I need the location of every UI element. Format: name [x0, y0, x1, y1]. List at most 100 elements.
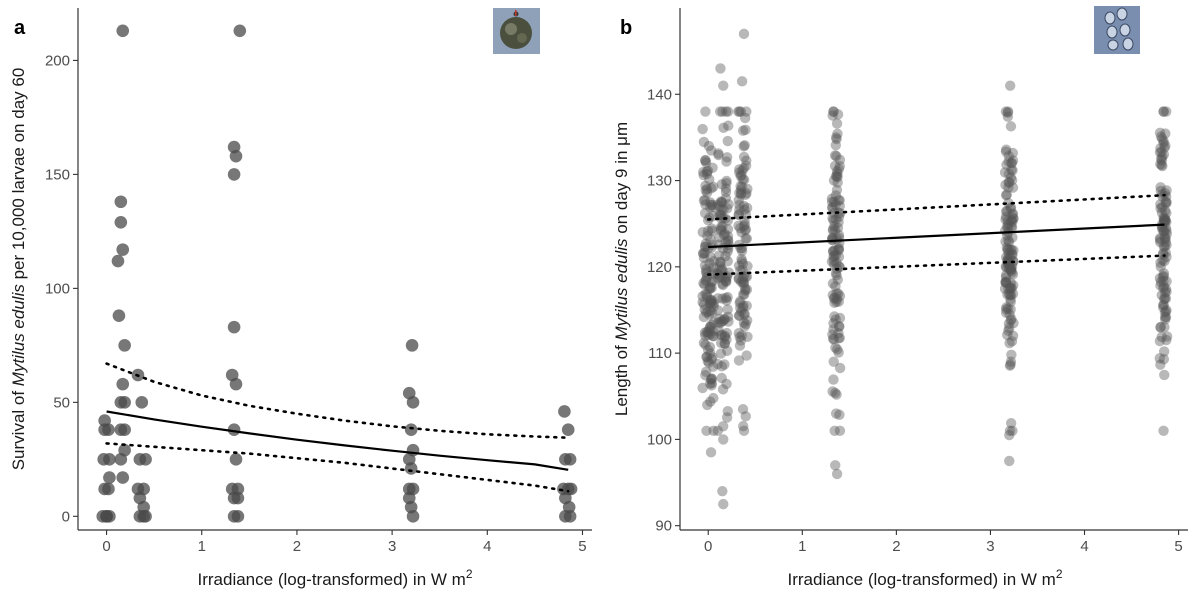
data-point: [1001, 262, 1012, 273]
x-tick-label: 2: [892, 538, 900, 555]
data-point: [1159, 241, 1170, 252]
data-point: [738, 276, 749, 287]
data-point: [1003, 156, 1014, 167]
data-point: [118, 423, 131, 437]
data-point: [740, 318, 751, 330]
data-point: [701, 268, 712, 279]
data-point: [1161, 185, 1172, 196]
data-point: [1004, 455, 1015, 467]
data-point: [712, 425, 723, 436]
data-point: [1158, 241, 1170, 252]
data-point: [828, 106, 839, 117]
data-point: [738, 425, 750, 436]
data-point: [1160, 128, 1171, 139]
data-point: [722, 234, 734, 246]
data-point: [700, 370, 711, 381]
data-point: [1156, 289, 1167, 301]
x-tick-label: 0: [704, 538, 712, 555]
data-point: [739, 321, 750, 332]
data-point: [739, 140, 750, 151]
data-point: [1005, 264, 1017, 276]
data-point: [1006, 267, 1018, 278]
data-point: [706, 199, 717, 211]
data-point: [827, 110, 838, 121]
data-point: [714, 317, 726, 329]
data-point: [1005, 289, 1017, 301]
data-point: [1005, 315, 1016, 326]
data-point: [1007, 249, 1018, 261]
data-point: [734, 297, 745, 309]
data-point: [701, 351, 712, 363]
data-point: [1001, 206, 1013, 217]
data-point: [698, 136, 710, 148]
data-point: [1156, 155, 1168, 166]
y-axis-title-species: Mytilus edulis: [612, 238, 631, 341]
data-point: [1155, 153, 1167, 165]
data-point: [723, 267, 735, 278]
data-point: [231, 510, 245, 523]
data-point: [705, 321, 716, 333]
data-point: [723, 316, 734, 327]
data-point: [737, 125, 749, 136]
data-point: [717, 384, 729, 395]
data-point: [706, 294, 717, 305]
data-point: [697, 382, 708, 394]
data-point: [716, 196, 728, 208]
data-point: [701, 264, 712, 275]
data-point: [1005, 277, 1017, 289]
data-point: [830, 132, 842, 143]
data-point: [706, 276, 717, 288]
data-point: [718, 204, 729, 215]
data-point: [112, 309, 126, 323]
data-point: [698, 195, 710, 206]
data-point: [699, 155, 711, 166]
data-point: [704, 341, 716, 353]
data-point: [698, 299, 710, 310]
data-point: [831, 150, 842, 162]
data-point: [720, 183, 732, 194]
data-point: [1157, 224, 1168, 236]
data-point: [404, 462, 418, 475]
data-point: [1000, 269, 1012, 281]
data-point: [719, 331, 731, 343]
x-tick-label: 5: [578, 538, 586, 555]
data-point: [702, 344, 714, 356]
data-point: [1158, 106, 1169, 117]
data-point: [701, 168, 713, 180]
data-point: [1000, 206, 1012, 217]
data-point: [700, 339, 711, 350]
data-point: [139, 453, 152, 466]
data-point: [1002, 253, 1014, 264]
data-point: [722, 304, 733, 315]
data-point: [740, 283, 751, 294]
data-point: [1159, 293, 1171, 304]
data-point: [707, 201, 719, 213]
data-point: [831, 184, 843, 196]
data-point: [715, 213, 727, 224]
data-point: [1003, 150, 1015, 162]
data-point: [114, 215, 128, 229]
data-point: [1006, 174, 1018, 186]
data-point: [741, 202, 753, 214]
data-point: [739, 204, 750, 215]
data-point: [741, 300, 752, 311]
data-point: [734, 167, 745, 178]
data-point: [734, 340, 746, 351]
y-tick-label: 150: [45, 166, 70, 183]
data-point: [1007, 208, 1019, 219]
data-point: [717, 485, 728, 497]
data-point: [1006, 261, 1018, 272]
data-point: [827, 212, 838, 224]
data-point: [1007, 155, 1019, 166]
data-point: [1158, 354, 1170, 365]
data-point: [1161, 276, 1172, 287]
data-point: [714, 232, 725, 243]
data-point: [708, 268, 719, 279]
data-point: [706, 353, 717, 365]
data-point: [707, 295, 718, 307]
data-point: [722, 106, 734, 117]
data-point: [1154, 335, 1166, 347]
data-point: [1155, 276, 1167, 288]
data-point: [736, 330, 748, 341]
data-point: [704, 202, 716, 213]
